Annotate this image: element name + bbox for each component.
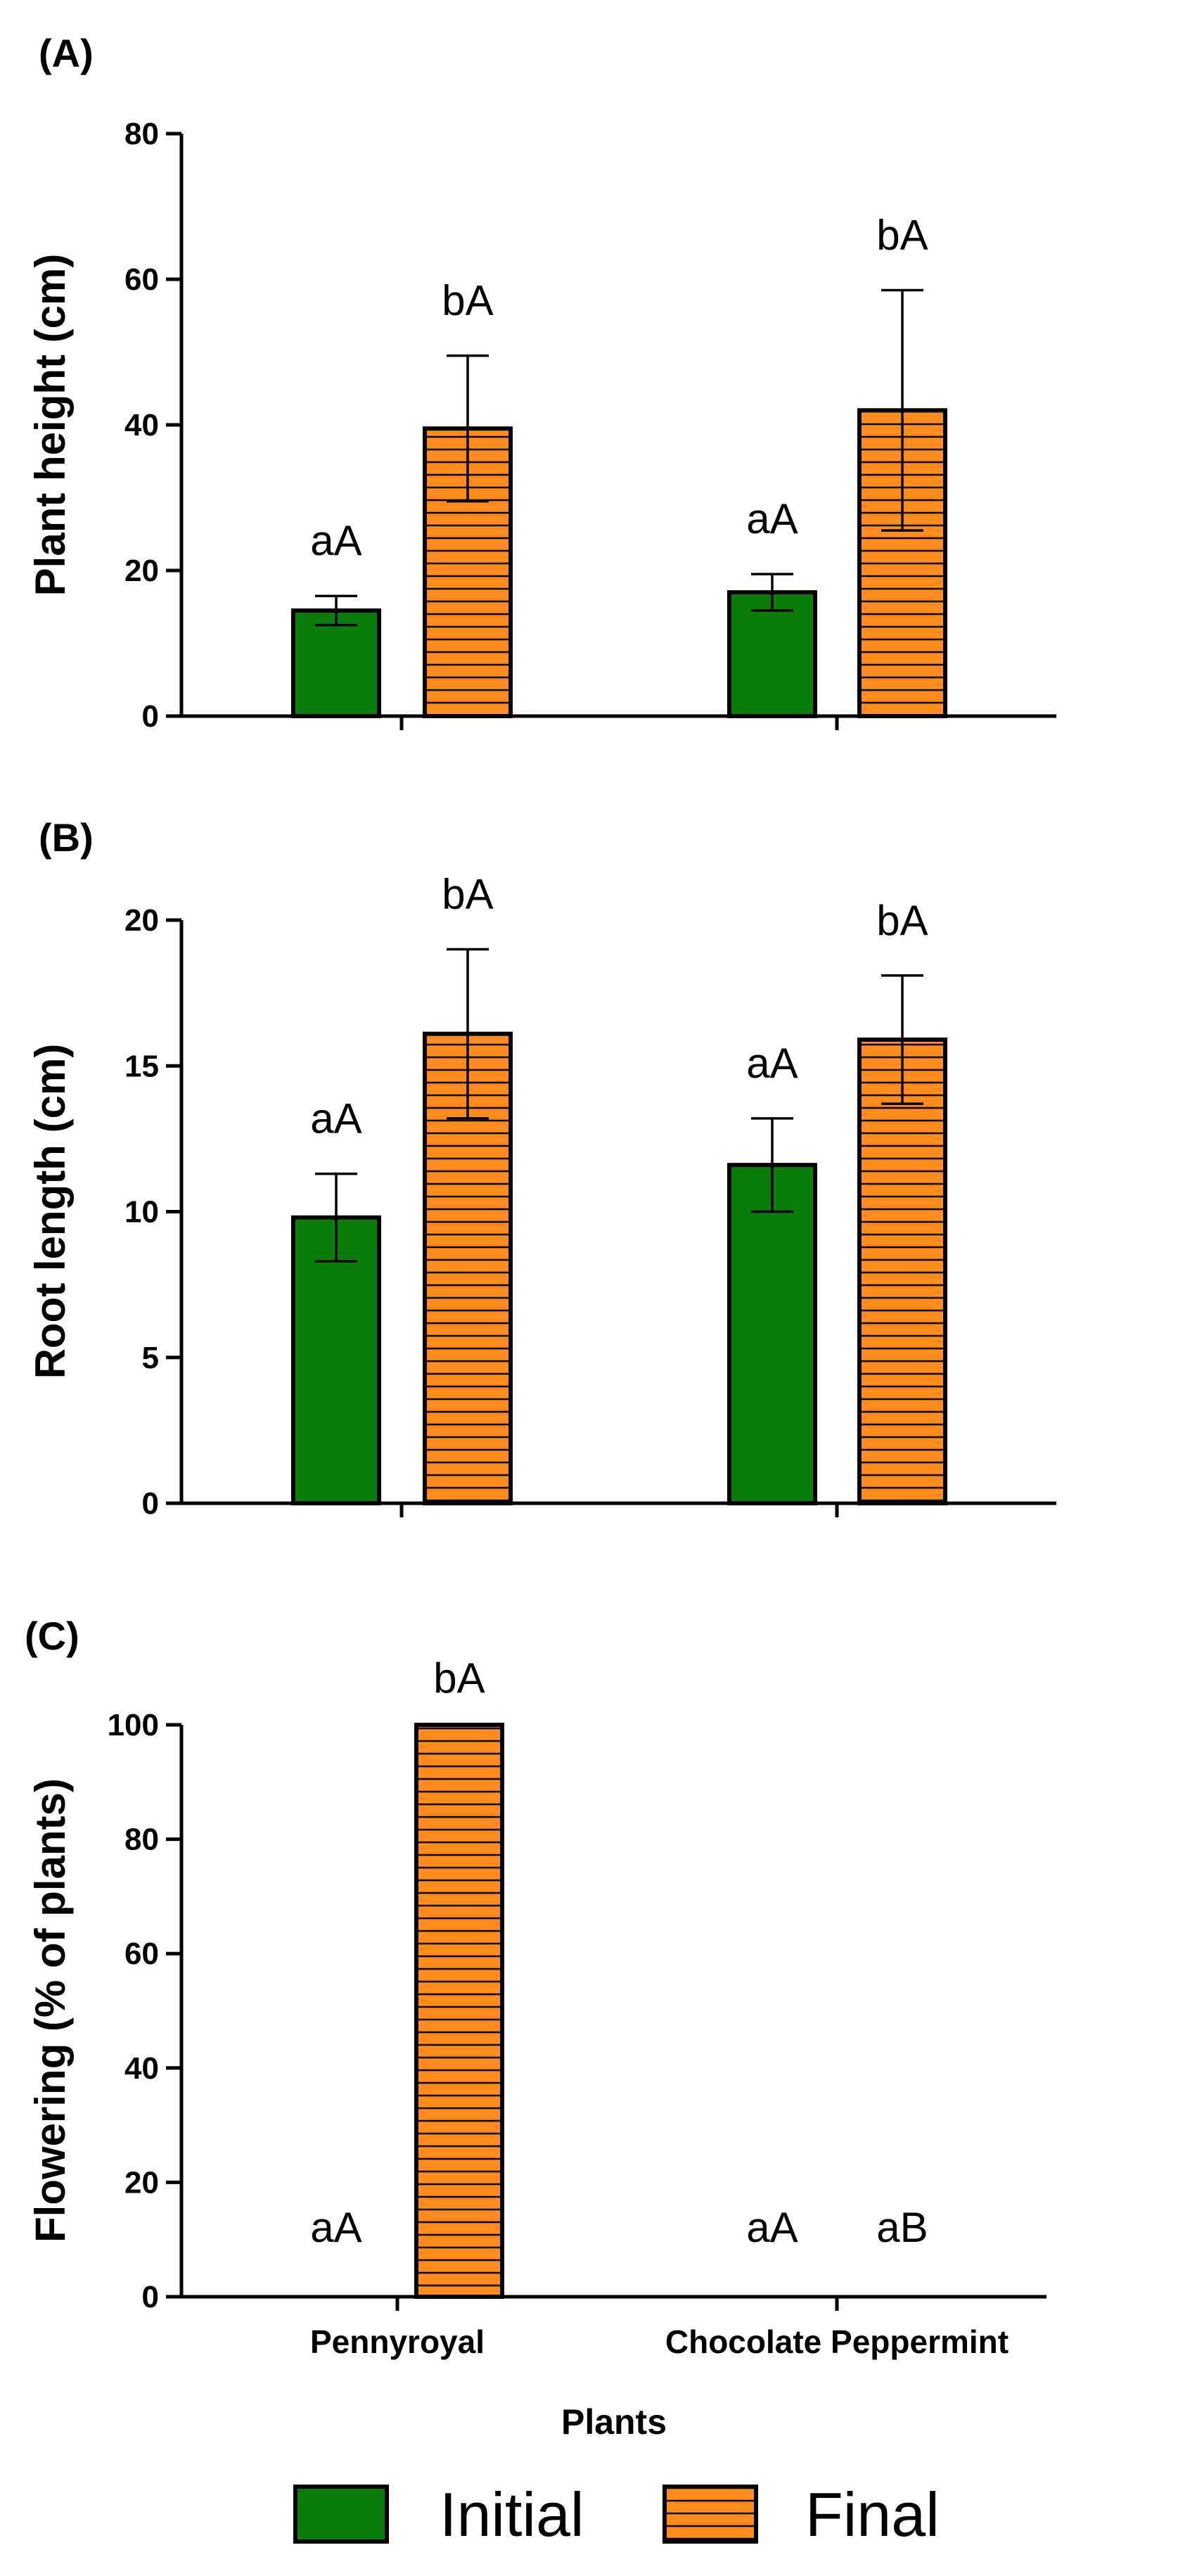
significance-label-initial: aA [746,1040,798,1087]
y-tick-label: 10 [124,1195,159,1230]
panel-label: (A) [39,31,94,75]
panel-label: (B) [39,815,94,860]
panel-2: (B) Root length (cm) 0 5 10 15 20 aA aA bA bA [27,815,1056,1521]
significance-label-initial: aA [310,1095,361,1142]
panel-label: (C) [25,1614,79,1658]
y-axis-label: Flowering (% of plants) [27,1778,74,2243]
y-tick-label: 40 [124,408,159,442]
bar-initial [727,1163,817,1506]
panel-1: (A) Plant height (cm) 0 20 40 60 80 aA aA bA bA [27,31,1056,734]
y-tick-label: 60 [124,1937,159,1971]
y-tick-label: 0 [142,2280,159,2314]
bar-final [857,1037,947,1505]
legend-label-final: Final [805,2480,940,2549]
significance-label-final: aB [876,2204,928,2251]
significance-label-final: bA [442,870,493,917]
x-tick-label: Chocolate Peppermint [665,2323,1009,2360]
y-tick-label: 40 [124,2051,159,2086]
legend: Initial Final [293,2480,940,2549]
panel-3: (C) Flowering (% of plants) 0 20 40 60 80 100 Pe… [25,1614,1046,2442]
significance-label-final: bA [876,212,928,259]
bar-final [414,1723,504,2299]
x-axis-label: Plants [561,2402,667,2442]
y-tick-label: 0 [142,699,159,734]
y-tick-label: 80 [124,1823,159,1857]
legend-swatch-final [662,2485,758,2544]
significance-label-final: bA [876,897,928,944]
bar-initial [291,608,381,718]
significance-label-initial: aA [746,495,798,542]
y-tick-label: 100 [108,1708,159,1742]
x-tick-label: Pennyroyal [310,2323,485,2360]
y-tick-label: 60 [124,262,159,297]
significance-label-initial: aA [310,517,361,564]
legend-swatch-initial [293,2485,389,2544]
y-tick-label: 15 [124,1049,159,1083]
legend-label-initial: Initial [440,2480,584,2549]
y-tick-label: 20 [124,2165,159,2200]
significance-label-initial: aA [746,2204,798,2251]
significance-label-final: bA [442,277,493,324]
y-axis-label: Plant height (cm) [27,254,74,597]
y-tick-label: 0 [142,1486,159,1521]
y-axis-label: Root length (cm) [27,1044,74,1379]
y-tick-label: 5 [142,1341,159,1375]
bar-initial [727,590,817,718]
y-tick-label: 80 [124,117,159,151]
significance-label-initial: aA [310,2204,361,2251]
y-tick-label: 20 [124,903,159,938]
y-tick-label: 20 [124,554,159,588]
significance-label-final: bA [433,1654,485,1702]
